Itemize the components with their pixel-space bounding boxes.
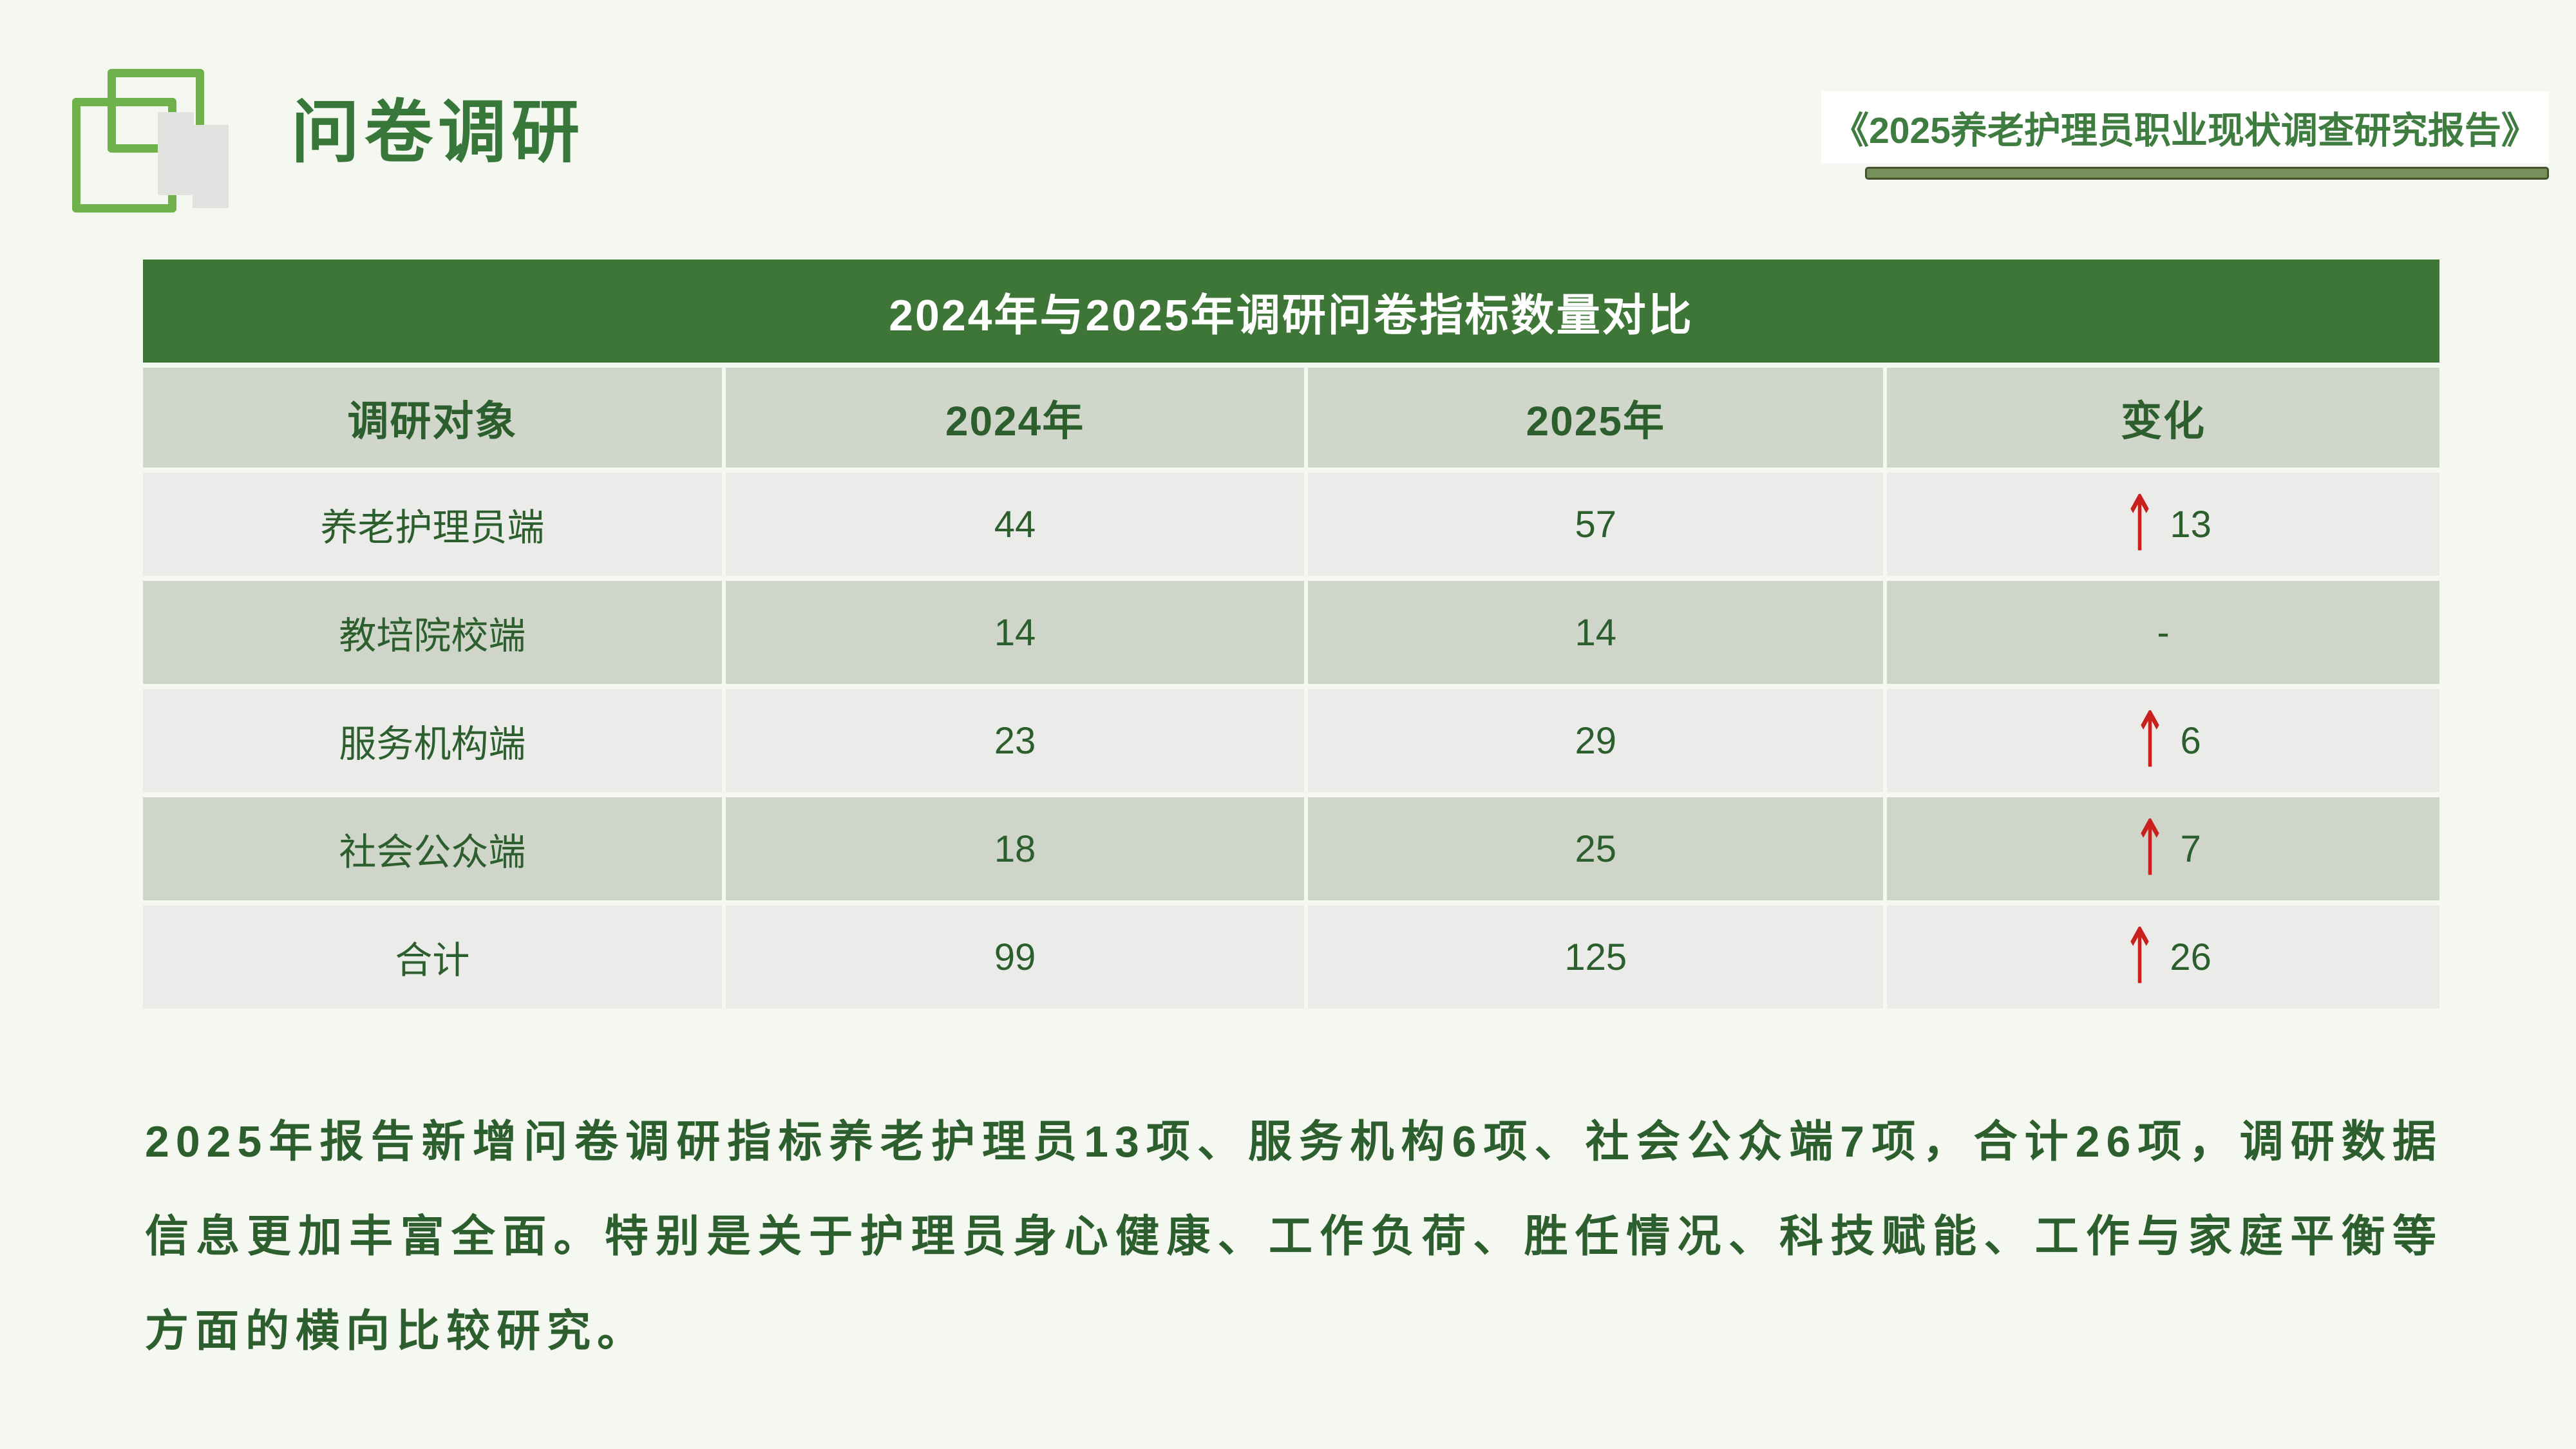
row-label: 社会公众端 <box>143 797 722 900</box>
value-2024: 44 <box>725 473 1305 576</box>
table-row: 服务机构端 23 29 ↑ 6 <box>143 689 2439 792</box>
value-2025: 14 <box>1308 581 1884 684</box>
up-arrow-icon: ↑ <box>2132 695 2168 785</box>
report-badge-text: 《2025养老护理员职业现状调查研究报告》 <box>1832 110 2538 151</box>
change-cell: ↑ 26 <box>1887 905 2439 1009</box>
logo-gray-block <box>193 125 229 208</box>
change-value: 26 <box>2170 936 2211 978</box>
header-cell-2024: 2024年 <box>725 368 1305 468</box>
row-label: 养老护理员端 <box>143 473 722 576</box>
value-2025: 25 <box>1308 797 1884 900</box>
change-value: 13 <box>2170 503 2211 545</box>
value-2024: 99 <box>725 905 1305 1009</box>
table-row: 养老护理员端 44 57 ↑ 13 <box>143 473 2439 576</box>
up-arrow-icon: ↑ <box>2132 803 2168 893</box>
column-header-row: 调研对象 2024年 2025年 变化 <box>143 368 2439 468</box>
logo <box>0 0 270 258</box>
change-cell: ↑ 7 <box>1887 797 2439 900</box>
change-cell: ↑ 13 <box>1887 473 2439 576</box>
table-row: 合计 99 125 ↑ 26 <box>143 905 2439 1009</box>
header-cell-object: 调研对象 <box>143 368 722 468</box>
row-label: 合计 <box>143 905 722 1009</box>
header-cell-2025: 2025年 <box>1308 368 1884 468</box>
report-underline <box>1865 167 2549 180</box>
value-2025: 125 <box>1308 905 1884 1009</box>
up-arrow-icon: ↑ <box>2122 478 2158 569</box>
table-row: 社会公众端 18 25 ↑ 7 <box>143 797 2439 900</box>
summary-paragraph: 2025年报告新增问卷调研指标养老护理员13项、服务机构6项、社会公众端7项，合… <box>145 1117 2443 1356</box>
comparison-table: 2024年与2025年调研问卷指标数量对比 调研对象 2024年 2025年 变… <box>143 260 2439 1009</box>
change-cell: - <box>1887 581 2439 684</box>
page-title: 问卷调研 <box>291 95 585 171</box>
value-2025: 57 <box>1308 473 1884 576</box>
value-2024: 14 <box>725 581 1305 684</box>
up-arrow-icon: ↑ <box>2122 911 2158 1001</box>
table-title: 2024年与2025年调研问卷指标数量对比 <box>143 260 2439 363</box>
value-2024: 23 <box>725 689 1305 792</box>
change-value: - <box>2157 611 2170 654</box>
change-cell: ↑ 6 <box>1887 689 2439 792</box>
value-2024: 18 <box>725 797 1305 900</box>
row-label: 服务机构端 <box>143 689 722 792</box>
change-value: 6 <box>2180 719 2201 762</box>
header-cell-change: 变化 <box>1887 368 2439 468</box>
table-row: 教培院校端 14 14 - <box>143 581 2439 684</box>
report-badge: 《2025养老护理员职业现状调查研究报告》 <box>1821 91 2549 164</box>
logo-gray-block <box>158 112 194 195</box>
value-2025: 29 <box>1308 689 1884 792</box>
row-label: 教培院校端 <box>143 581 722 684</box>
change-value: 7 <box>2180 828 2201 870</box>
